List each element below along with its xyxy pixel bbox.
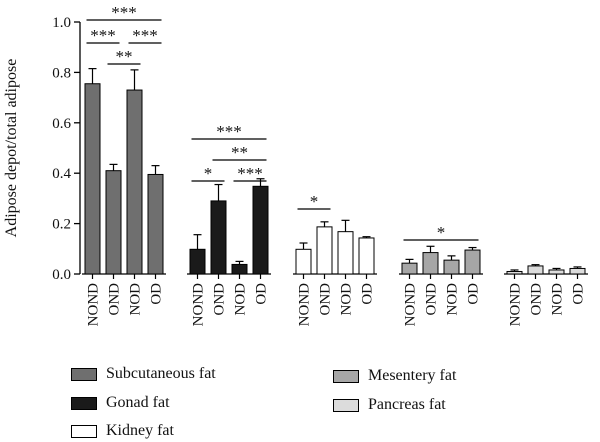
bar	[189, 248, 206, 275]
significance-label: *	[204, 164, 213, 183]
significance-label: *	[310, 192, 319, 211]
x-tick-label: OD	[466, 283, 482, 305]
y-tick-label: 0.0	[52, 267, 71, 283]
significance-label: ***	[237, 164, 263, 183]
bar	[84, 83, 101, 275]
significance-label: **	[116, 47, 133, 66]
x-tick-label: OND	[107, 283, 123, 316]
y-tick-label: 0.4	[52, 166, 71, 182]
bars	[84, 68, 586, 275]
x-tick-label: OND	[424, 283, 440, 316]
bar	[105, 170, 122, 275]
bar	[316, 226, 333, 275]
significance-label: ***	[216, 122, 242, 141]
bar	[126, 89, 143, 275]
bar	[358, 237, 375, 275]
bar	[443, 259, 460, 275]
bar	[464, 249, 481, 275]
significance-label: ***	[90, 26, 116, 45]
x-tick-label: OND	[318, 283, 334, 316]
bar	[527, 265, 544, 275]
bar	[422, 252, 439, 275]
x-tick-label: NOD	[445, 283, 461, 316]
x-tick-label: NOD	[233, 283, 249, 316]
y-tick-label: 0.8	[52, 65, 71, 81]
y-tick-label: 0.6	[52, 116, 71, 132]
x-tick-label: OD	[360, 283, 376, 305]
bar	[252, 185, 269, 275]
significance-label: ***	[132, 26, 158, 45]
x-tick-label: NOND	[508, 283, 524, 326]
x-tick-label: NOD	[339, 283, 355, 316]
bar	[295, 248, 312, 275]
y-tick-label: 0.2	[52, 217, 71, 233]
x-tick-label: NOD	[128, 283, 144, 316]
x-tick-label: NOND	[86, 283, 102, 326]
y-tick-label: 1.0	[52, 15, 71, 31]
y-axis-label: Adipose depot/total adipose	[3, 59, 20, 238]
axes: 0.0 0.2 0.4 0.6 0.8 1.0 NOND OND NOD OD NOND OND NOD…	[52, 15, 588, 326]
x-tick-label: OND	[212, 283, 228, 316]
bar	[506, 270, 523, 275]
x-tick-label: NOND	[403, 283, 419, 326]
significance-label: **	[231, 143, 248, 162]
x-tick-label: NOND	[297, 283, 313, 326]
significance-annotations: ****** *********** *****	[86, 3, 479, 242]
x-tick-label: OD	[149, 283, 165, 305]
bar	[147, 173, 164, 275]
x-tick-label: OD	[571, 283, 587, 305]
significance-label: ***	[111, 3, 137, 22]
significance-label: *	[437, 223, 446, 242]
bar	[337, 231, 354, 275]
bar	[548, 269, 565, 275]
bar	[569, 267, 586, 275]
x-tick-label: NOD	[550, 283, 566, 316]
bar	[231, 263, 248, 275]
x-tick-label: OND	[529, 283, 545, 316]
x-tick-label: OD	[254, 283, 270, 305]
bar	[401, 262, 418, 275]
bar	[210, 200, 227, 275]
x-tick-label: NOND	[191, 283, 207, 326]
